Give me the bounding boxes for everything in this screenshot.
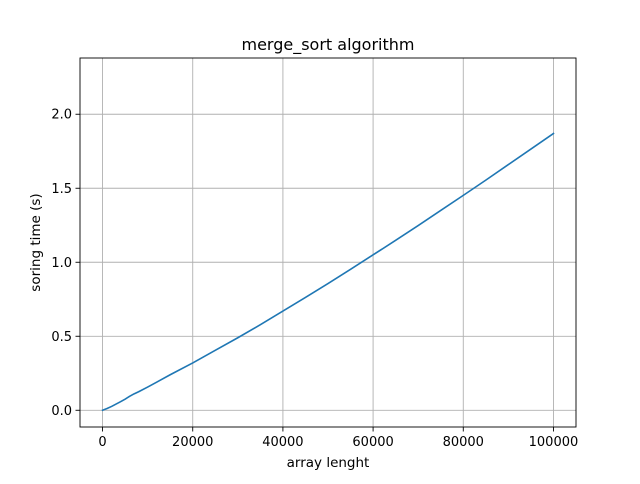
x-tick-label: 100000 [529, 435, 579, 450]
x-tick-label: 20000 [172, 435, 213, 450]
y-tick-label: 0.5 [51, 330, 72, 345]
x-tick-label: 80000 [443, 435, 484, 450]
y-axis-ticks: 0.0 0.5 1.0 1.5 2.0 [51, 108, 80, 419]
x-tick-label: 60000 [352, 435, 393, 450]
x-axis-label: array lenght [287, 455, 370, 471]
y-tick-label: 1.5 [51, 182, 72, 197]
y-tick-label: 0.0 [51, 404, 72, 419]
plot-frame [79, 57, 577, 428]
plot-area [80, 58, 576, 427]
grid-lines [80, 58, 576, 427]
x-tick-label: 0 [98, 435, 106, 450]
y-tick-label: 1.0 [51, 256, 72, 271]
chart-title: merge_sort algorithm [241, 35, 414, 55]
x-axis-ticks: 0 20000 40000 60000 80000 100000 [98, 427, 578, 450]
y-tick-label: 2.0 [51, 108, 72, 123]
series-layer [101, 132, 555, 412]
x-tick-label: 40000 [262, 435, 303, 450]
series-line [101, 132, 555, 412]
y-axis-label: soring time (s) [28, 193, 44, 291]
